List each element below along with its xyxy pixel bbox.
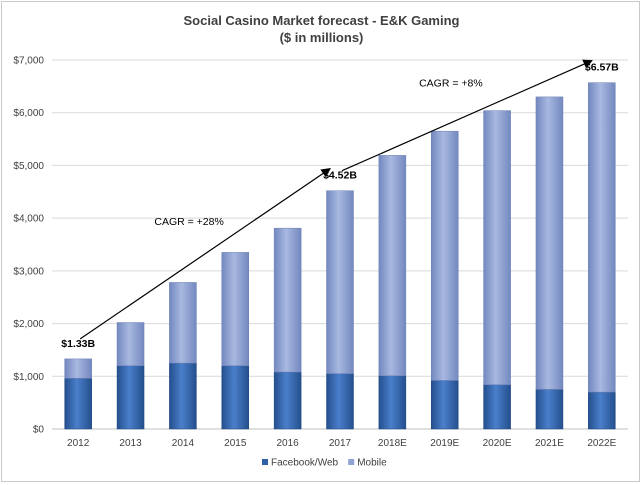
bar-mobile [483, 110, 511, 385]
bar-mobile [116, 322, 145, 366]
bar-facebook-web [483, 384, 511, 430]
bar-mobile [273, 227, 302, 373]
x-tick-label: 2018E [378, 438, 407, 449]
chart-title: Social Casino Market forecast - E&K Gami… [0, 12, 643, 46]
x-tick-label: 2019E [430, 438, 459, 449]
x-tick-label: 2016 [277, 438, 300, 449]
y-tick-label: $3,000 [13, 266, 44, 277]
bar-facebook-web [535, 389, 564, 430]
legend-swatch [262, 459, 268, 465]
trend-arrow [341, 59, 593, 172]
bar-facebook-web [326, 373, 354, 430]
y-tick-label: $4,000 [13, 214, 44, 225]
x-tick-label: 2022E [587, 438, 616, 449]
y-tick-label: $6,000 [13, 108, 44, 119]
total-value-label: $4.52B [323, 170, 357, 182]
bar-facebook-web [116, 365, 145, 430]
x-tick-label: 2015 [224, 438, 247, 449]
bar-facebook-web [64, 378, 92, 430]
bar-facebook-web [430, 380, 459, 430]
y-tick-label: $2,000 [13, 319, 44, 330]
subtitle-line: ($ in millions) [279, 30, 364, 45]
y-tick-label: $0 [33, 425, 45, 436]
legend-swatch [348, 459, 355, 465]
legend-label: Facebook/Web [271, 458, 339, 469]
legend: Facebook/Web Mobile [262, 458, 387, 469]
bar-facebook-web [221, 365, 250, 430]
x-tick-label: 2012 [67, 438, 90, 449]
cagr-annotation: CAGR = +8% [419, 78, 483, 90]
total-value-label: $1.33B [61, 338, 95, 350]
bar-mobile [378, 155, 407, 377]
cagr-annotation: CAGR = +28% [154, 216, 223, 228]
x-tick-label: 2014 [172, 438, 195, 449]
bar-mobile [221, 252, 250, 366]
y-tick-label: $1,000 [13, 372, 44, 383]
title-line: Social Casino Market forecast - E&K Gami… [183, 13, 460, 28]
bar-facebook-web [378, 375, 407, 430]
bar-facebook-web [273, 371, 302, 430]
bar-mobile [169, 282, 197, 364]
bar-mobile [64, 358, 92, 379]
legend-label: Mobile [357, 458, 387, 469]
bar-mobile [535, 96, 564, 390]
x-tick-label: 2021E [535, 438, 564, 449]
bar-mobile [326, 190, 354, 374]
x-tick-label: 2017 [329, 438, 352, 449]
bar-facebook-web [169, 362, 197, 430]
bar-mobile [588, 82, 616, 393]
y-tick-label: $5,000 [13, 161, 44, 172]
y-tick-label: $7,000 [13, 56, 44, 67]
x-tick-label: 2013 [119, 438, 142, 449]
bar-mobile [430, 130, 459, 381]
trend-arrow [79, 168, 331, 340]
bar-facebook-web [588, 391, 616, 430]
x-tick-label: 2020E [483, 438, 512, 449]
total-value-label: $6.57B [585, 62, 619, 74]
